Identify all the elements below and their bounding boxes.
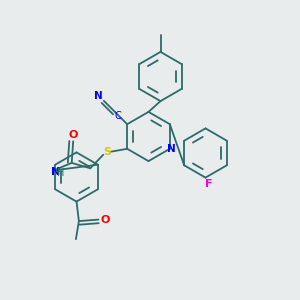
Text: N: N — [51, 167, 60, 177]
Text: H: H — [57, 167, 64, 178]
Text: F: F — [205, 179, 212, 189]
Text: N: N — [94, 91, 103, 101]
Text: S: S — [103, 147, 111, 157]
Text: N: N — [167, 144, 176, 154]
Text: C: C — [114, 111, 121, 121]
Text: O: O — [100, 214, 110, 225]
Text: O: O — [68, 130, 78, 140]
